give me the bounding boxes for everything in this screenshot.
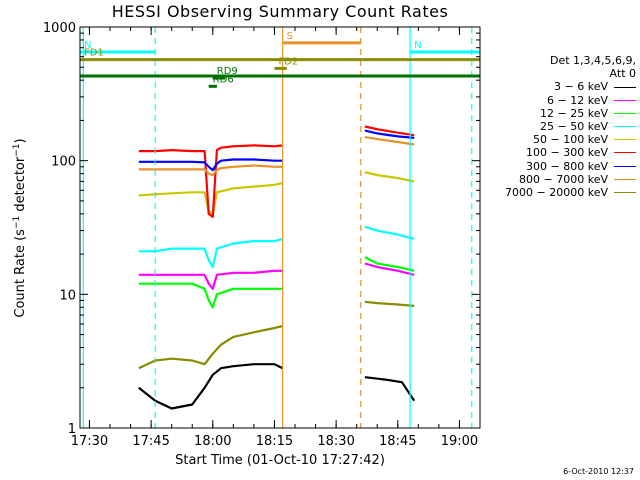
legend-label: 25 − 50 keV bbox=[540, 119, 608, 133]
legend-swatch bbox=[614, 139, 636, 141]
legend-swatch bbox=[614, 126, 636, 128]
legend-entry-2: 12 − 25 keV bbox=[484, 107, 636, 120]
legend-swatch bbox=[614, 112, 636, 114]
series-line-1-1 bbox=[364, 262, 415, 276]
legend-entry-6: 300 − 800 keV bbox=[484, 160, 636, 173]
state-bar-label-7: RD6 bbox=[213, 74, 234, 85]
legend-swatch bbox=[614, 86, 636, 88]
legend-entries: 3 − 6 keV 6 − 12 keV 12 − 25 keV 25 − 50 ke… bbox=[484, 80, 636, 199]
y-tick-label-3: 1000 bbox=[43, 21, 76, 36]
legend-entry-8: 7000 − 20000 keV bbox=[484, 186, 636, 199]
legend-swatch bbox=[614, 152, 636, 154]
x-tick-label-2: 18:00 bbox=[194, 434, 231, 449]
legend-label: 6 − 12 keV bbox=[547, 93, 608, 107]
y-tick-label-1: 10 bbox=[59, 288, 76, 303]
x-tick-label-4: 18:30 bbox=[317, 434, 354, 449]
state-bar-label-6: RD9 bbox=[217, 66, 238, 77]
series-line-3-0 bbox=[138, 237, 283, 269]
state-bar-label-2: S bbox=[287, 31, 293, 42]
axes-layer: 17:30 17:45 18:00 18:15 18:30 18:45 19:00 1 10 10… bbox=[43, 21, 481, 449]
x-tick-label-1: 17:45 bbox=[132, 434, 169, 449]
series-line-5-0 bbox=[138, 144, 283, 218]
legend-entry-7: 800 − 7000 keV bbox=[484, 173, 636, 186]
x-axis-label: Start Time (01-Oct-10 17:27:42) bbox=[175, 453, 385, 468]
series-line-0-1 bbox=[364, 376, 416, 402]
series-line-6-1 bbox=[364, 129, 415, 139]
series-line-4-0 bbox=[138, 182, 283, 215]
state-bar-label-0: N bbox=[84, 40, 91, 51]
x-tick-label-0: 17:30 bbox=[71, 434, 108, 449]
x-tick-label-5: 18:45 bbox=[379, 434, 416, 449]
plot-frame bbox=[79, 26, 481, 429]
series-line-7-1 bbox=[364, 136, 415, 146]
state-bar-label-3: FD1 bbox=[84, 48, 104, 59]
legend-label: 50 − 100 keV bbox=[533, 133, 608, 147]
legend-label: 12 − 25 keV bbox=[540, 106, 608, 120]
legend-swatch bbox=[614, 165, 636, 167]
series-line-4-1 bbox=[364, 171, 415, 183]
series-line-2-1 bbox=[364, 256, 415, 272]
legend-entry-4: 50 − 100 keV bbox=[484, 133, 636, 146]
legend-entry-1: 6 − 12 keV bbox=[484, 94, 636, 107]
legend-entry-5: 100 − 300 keV bbox=[484, 146, 636, 159]
legend-entry-0: 3 − 6 keV bbox=[484, 80, 636, 93]
chart-title: HESSI Observing Summary Count Rates bbox=[111, 2, 449, 21]
state-bar-label-4: FD2 bbox=[278, 56, 298, 67]
series-line-6-0 bbox=[138, 158, 283, 172]
series-line-7-0 bbox=[138, 164, 283, 177]
timestamp: 6-Oct-2010 12:37 bbox=[563, 467, 634, 476]
legend-label: 100 − 300 keV bbox=[526, 146, 608, 160]
legend-label: 800 − 7000 keV bbox=[519, 172, 608, 186]
legend-label: 3 − 6 keV bbox=[554, 80, 608, 94]
legend: Det 1,3,4,5,6,9, Att 0 3 − 6 keV 6 − 12 k… bbox=[484, 54, 636, 199]
legend-label: 7000 − 20000 keV bbox=[505, 185, 608, 199]
series-line-8-0 bbox=[138, 324, 283, 370]
state-bar-label-1: N bbox=[414, 40, 421, 51]
series-line-2-0 bbox=[138, 282, 283, 309]
legend-swatch bbox=[614, 99, 636, 101]
y-tick-label-2: 100 bbox=[51, 155, 76, 170]
legend-swatch bbox=[614, 178, 636, 180]
series-line-3-1 bbox=[364, 225, 415, 240]
y-axis-label: Count Rate (s−1 detector−1) bbox=[11, 138, 29, 318]
x-tick-label-3: 18:15 bbox=[256, 434, 293, 449]
legend-header-1: Det 1,3,4,5,6,9, bbox=[549, 54, 636, 67]
y-tick-label-0: 1 bbox=[68, 422, 76, 437]
series-line-1-0 bbox=[138, 269, 283, 290]
legend-header-2: Att 0 bbox=[609, 67, 636, 81]
series-line-0-0 bbox=[138, 363, 284, 410]
series-line-5-1 bbox=[364, 125, 415, 137]
legend-label: 300 − 800 keV bbox=[526, 159, 608, 173]
legend-entry-3: 25 − 50 keV bbox=[484, 120, 636, 133]
x-tick-label-6: 19:00 bbox=[441, 434, 478, 449]
series-layer bbox=[138, 125, 416, 410]
legend-swatch bbox=[614, 192, 636, 193]
series-line-8-1 bbox=[364, 300, 415, 307]
